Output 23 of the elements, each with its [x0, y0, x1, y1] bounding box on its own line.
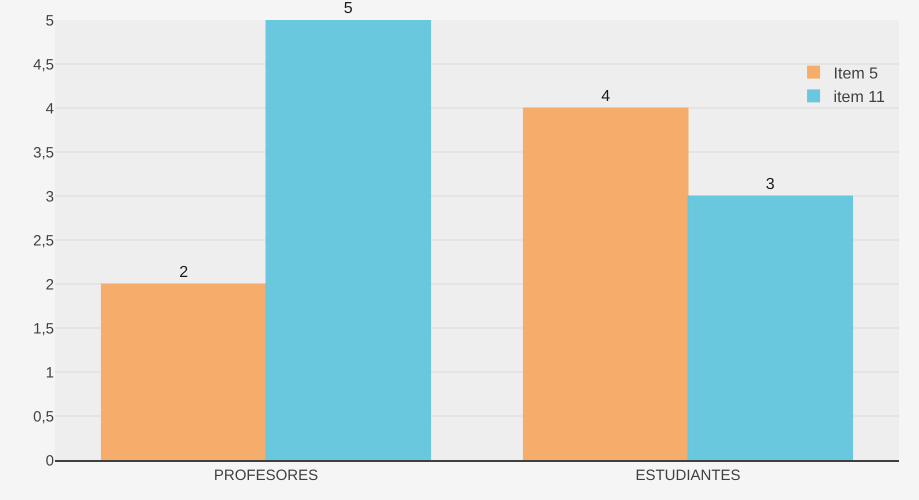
y-tick-label: 1 — [46, 364, 54, 382]
y-tick-label: 2,5 — [33, 232, 54, 250]
data-label: 5 — [344, 0, 353, 17]
y-tick-label: 3,5 — [33, 144, 54, 162]
bar — [522, 108, 688, 460]
y-tick-label: 2 — [46, 276, 54, 294]
legend-label: Item 5 — [834, 65, 878, 82]
y-tick-label: 1,5 — [33, 320, 54, 338]
y-tick-label: 4,5 — [33, 56, 54, 74]
bar — [688, 196, 854, 460]
y-tick-label: 3 — [46, 188, 54, 206]
data-label: 2 — [179, 264, 188, 281]
x-tick-label: PROFESORES — [214, 467, 318, 484]
data-label: 4 — [601, 88, 610, 105]
y-tick-label: 4 — [46, 100, 54, 118]
bar — [266, 20, 432, 460]
y-tick-label: 0,5 — [33, 408, 54, 426]
data-label: 3 — [766, 176, 775, 193]
y-tick-label: 5 — [46, 12, 54, 30]
legend-label: item 11 — [834, 89, 885, 106]
bar — [100, 284, 266, 460]
y-tick-label: 0 — [46, 452, 54, 470]
x-tick-label: ESTUDIANTES — [635, 467, 741, 484]
